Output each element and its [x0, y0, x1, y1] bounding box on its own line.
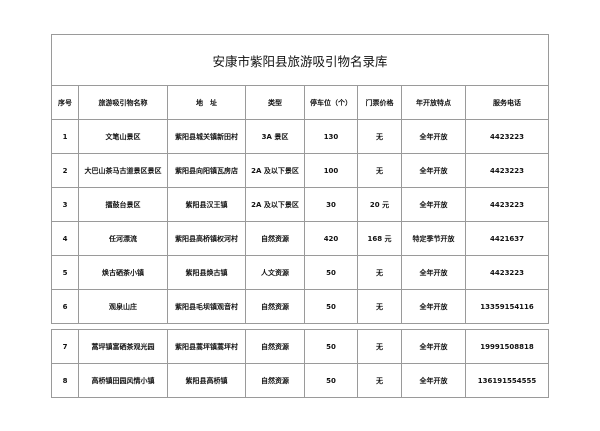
table-row: 8 高桥镇田园风情小镇 紫阳县高桥镇 自然资源 50 无全年开放 136191554555 — [51, 363, 549, 398]
cell-ticket-price: 无 — [357, 289, 402, 324]
cell-parking: 50 — [304, 363, 358, 398]
cell-phone: 4423223 — [464, 119, 550, 154]
header-parking: 停车位（个） — [304, 85, 358, 120]
cell-phone: 136191554555 — [465, 363, 549, 398]
cell-address: 紫阳县毛坝镇观音村 — [167, 289, 246, 324]
cell-name: 高桥镇田园风情小镇 — [78, 363, 168, 398]
cell-index: 1 — [51, 119, 79, 154]
cell-name: 擂鼓台景区 — [78, 187, 168, 222]
cell-address: 紫阳县向阳镇瓦房店 — [167, 153, 246, 188]
attractions-table-continued: 7 蒿坪镇富硒茶观光园 紫阳县蒿坪镇蒿坪村 自然资源 50 无全年开放 1999150881… — [51, 329, 549, 398]
cell-opening: 全年开放 — [401, 187, 466, 222]
cell-parking: 100 — [304, 153, 358, 188]
header-ticket-price: 门票价格 — [357, 85, 402, 120]
cell-parking: 130 — [304, 119, 358, 154]
cell-index: 8 — [51, 363, 79, 398]
cell-phone: 4423223 — [464, 153, 550, 188]
cell-type: 2A 及以下景区 — [245, 153, 305, 188]
header-row: 序号 旅游吸引物名称地 址类型 停车位（个） 门票价格 年开放特点 服务电话 — [51, 85, 550, 120]
cell-index: 2 — [51, 153, 79, 188]
header-name: 旅游吸引物名称 — [78, 85, 168, 120]
header-phone: 服务电话 — [464, 85, 550, 120]
cell-name: 蒿坪镇富硒茶观光园 — [78, 329, 168, 364]
cell-opening: 特定季节开放 — [401, 221, 466, 256]
cell-opening: 全年开放 — [401, 289, 466, 324]
header-address: 地 址 — [167, 85, 246, 120]
header-index: 序号 — [51, 85, 79, 120]
page-title: 安康市紫阳县旅游吸引物名录库 — [50, 34, 550, 86]
cell-type: 人文资源 — [245, 255, 305, 290]
cell-index: 4 — [51, 221, 79, 256]
cell-address: 紫阳县城关镇新田村 — [167, 119, 246, 154]
cell-parking: 50 — [304, 329, 358, 364]
cell-type: 自然资源 — [245, 221, 305, 256]
cell-ticket-price: 20 元 — [357, 187, 402, 222]
cell-name: 观泉山庄 — [78, 289, 168, 324]
cell-address: 紫阳县高桥镇权河村 — [167, 221, 246, 256]
attractions-table: 安康市紫阳县旅游吸引物名录库 序号 旅游吸引物名称地 址类型 停车位（个） 门票价格年… — [50, 34, 550, 324]
cell-phone: 4423223 — [464, 187, 550, 222]
cell-address: 紫阳县汉王镇 — [167, 187, 246, 222]
cell-address: 紫阳县焕古镇 — [167, 255, 246, 290]
cell-parking: 420 — [304, 221, 358, 256]
cell-ticket-price: 无 — [357, 153, 402, 188]
cell-opening: 全年开放 — [401, 255, 466, 290]
cell-ticket-price: 无 — [357, 363, 402, 398]
table-row: 5 焕古硒茶小镇 紫阳县焕古镇 人文资源 50 无全年开放 4423223 — [51, 255, 550, 290]
table-row: 6 观泉山庄 紫阳县毛坝镇观音村 自然资源 50 无全年开放 13359154116 — [51, 289, 550, 324]
cell-ticket-price: 无 — [357, 255, 402, 290]
table-row: 7 蒿坪镇富硒茶观光园 紫阳县蒿坪镇蒿坪村 自然资源 50 无全年开放 1999150881… — [51, 329, 549, 364]
cell-ticket-price: 无 — [357, 329, 402, 364]
table-row: 3 擂鼓台景区 紫阳县汉王镇 2A 及以下景区 30 20 元全年开放 4423223 — [51, 187, 550, 222]
cell-type: 自然资源 — [245, 289, 305, 324]
cell-parking: 50 — [304, 255, 358, 290]
cell-opening: 全年开放 — [401, 153, 466, 188]
cell-index: 6 — [51, 289, 79, 324]
cell-phone: 13359154116 — [464, 289, 550, 324]
cell-type: 2A 及以下景区 — [245, 187, 305, 222]
table-row: 2 大巴山茶马古道景区景区 紫阳县向阳镇瓦房店 2A 及以下景区 100 无全年开放 442… — [51, 153, 550, 188]
cell-type: 自然资源 — [245, 329, 305, 364]
cell-opening: 全年开放 — [401, 363, 466, 398]
cell-name: 任河漂流 — [78, 221, 168, 256]
cell-opening: 全年开放 — [401, 329, 466, 364]
table-row: 1 文笔山景区 紫阳县城关镇新田村 3A 景区 130 无全年开放 4423223 — [51, 119, 550, 154]
cell-index: 7 — [51, 329, 79, 364]
cell-name: 文笔山景区 — [78, 119, 168, 154]
cell-type: 自然资源 — [245, 363, 305, 398]
cell-type: 3A 景区 — [245, 119, 305, 154]
cell-parking: 30 — [304, 187, 358, 222]
cell-index: 3 — [51, 187, 79, 222]
cell-index: 5 — [51, 255, 79, 290]
cell-address: 紫阳县蒿坪镇蒿坪村 — [167, 329, 246, 364]
table-row: 4 任河漂流 紫阳县高桥镇权河村 自然资源 420 168 元特定季节开放 4421637 — [51, 221, 550, 256]
cell-address: 紫阳县高桥镇 — [167, 363, 246, 398]
header-opening: 年开放特点 — [401, 85, 466, 120]
cell-parking: 50 — [304, 289, 358, 324]
cell-opening: 全年开放 — [401, 119, 466, 154]
cell-phone: 4423223 — [464, 255, 550, 290]
cell-ticket-price: 无 — [357, 119, 402, 154]
cell-phone: 4421637 — [464, 221, 550, 256]
cell-name: 大巴山茶马古道景区景区 — [78, 153, 168, 188]
cell-phone: 19991508818 — [465, 329, 549, 364]
cell-ticket-price: 168 元 — [357, 221, 402, 256]
header-type: 类型 — [245, 85, 305, 120]
cell-name: 焕古硒茶小镇 — [78, 255, 168, 290]
